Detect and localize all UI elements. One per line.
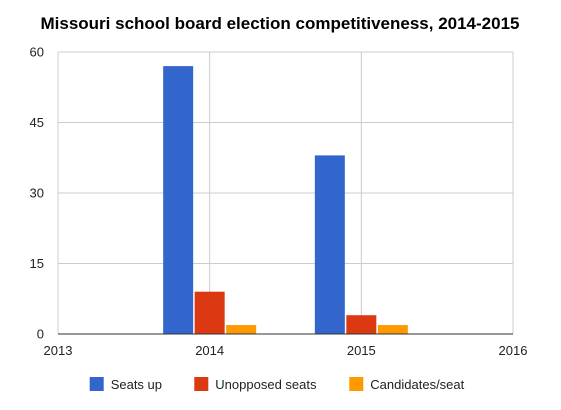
bar-unopposed-seats-2015 — [346, 315, 377, 334]
legend-swatch — [194, 377, 209, 391]
legend-label: Candidates/seat — [370, 377, 464, 392]
bar-candidates-seat-2014 — [226, 325, 257, 334]
legend-label: Seats up — [111, 377, 162, 392]
x-tick-label: 2013 — [44, 343, 73, 358]
chart-title: Missouri school board election competiti… — [40, 14, 519, 33]
bar-candidates-seat-2015 — [377, 325, 408, 334]
legend: Seats up Unopposed seats Candidates/seat — [89, 377, 465, 392]
y-tick-label: 60 — [30, 45, 44, 60]
bar-seats-up-2015 — [314, 155, 345, 334]
gridlines — [57, 51, 514, 334]
legend-label: Unopposed seats — [215, 377, 317, 392]
x-tick-label: 2014 — [195, 343, 224, 358]
legend-swatch — [89, 377, 104, 391]
bar-unopposed-seats-2014 — [194, 291, 225, 334]
bars — [163, 66, 408, 334]
axes: 0 15 30 45 60 2013 2014 2015 2016 — [30, 45, 528, 359]
y-tick-label: 15 — [30, 256, 44, 271]
bar-seats-up-2014 — [163, 66, 194, 334]
y-tick-label: 30 — [30, 186, 44, 201]
y-tick-label: 45 — [30, 115, 44, 130]
legend-swatch — [349, 377, 364, 391]
x-tick-label: 2016 — [499, 343, 528, 358]
x-tick-label: 2015 — [347, 343, 376, 358]
y-tick-label: 0 — [37, 327, 44, 342]
